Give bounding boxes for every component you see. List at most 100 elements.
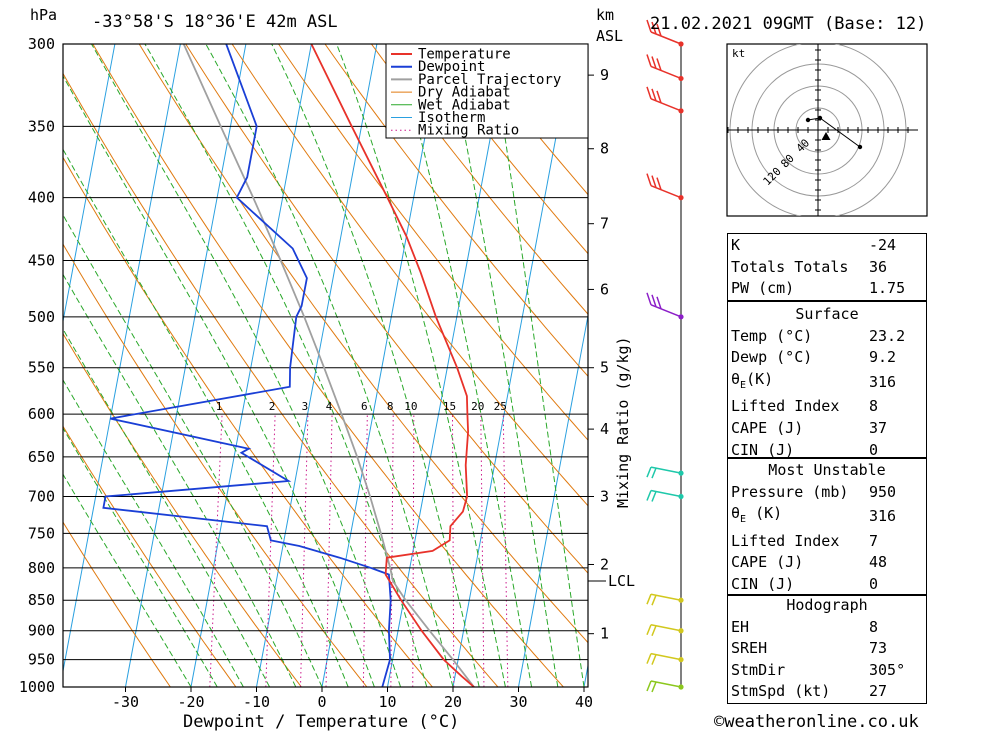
- wet-adiabat-line: [63, 75, 375, 687]
- isotherm-line: [321, 44, 443, 687]
- wind-barb-flag: [646, 19, 652, 33]
- eh-label: EH: [731, 617, 750, 636]
- pw-row: PW (cm) 1.75: [727, 278, 927, 300]
- mu-theta-label: θE (K): [731, 504, 783, 526]
- mu-li-label: Lifted Index: [731, 531, 840, 550]
- mu-cape-label: CAPE (J): [731, 553, 804, 572]
- mixing-ratio-line: [412, 414, 415, 687]
- x-axis-title: Dewpoint / Temperature (°C): [183, 712, 459, 732]
- legend-label: Temperature: [418, 47, 511, 63]
- parcel-line: [182, 44, 475, 687]
- mixing-ratio-label: 1: [216, 400, 223, 413]
- dry-adiabat-line: [417, 44, 588, 255]
- wind-barb-flag: [656, 90, 662, 104]
- mu-theta-value: 316: [869, 507, 897, 526]
- wind-barb: [646, 173, 682, 199]
- surface-cape-value: 37: [869, 418, 888, 437]
- wet-adiabat-line: [205, 44, 454, 687]
- legend-label: Parcel Trajectory: [418, 72, 561, 88]
- legend-label: Mixing Ratio: [418, 123, 519, 139]
- wind-barb: [646, 652, 682, 665]
- mixing-ratio-label: 20: [471, 400, 484, 413]
- pressure-tick-label: 350: [28, 117, 55, 135]
- mu-cin-label: CIN (J): [731, 574, 795, 593]
- pressure-tick-label: 850: [28, 591, 55, 609]
- wet-adiabat-line: [63, 427, 218, 687]
- stmdir-value: 305°: [869, 660, 906, 679]
- surface-cin-label: CIN (J): [731, 440, 795, 459]
- wet-adiabat-line: [394, 44, 533, 687]
- pressure-tick-label: 950: [28, 651, 55, 669]
- mixing-ratio-label: 6: [361, 400, 368, 413]
- km-tick-label: 4: [600, 420, 609, 438]
- wind-barb-flag: [656, 23, 662, 37]
- isotherm-line: [387, 44, 509, 687]
- mixing-ratio-label: 25: [494, 400, 507, 413]
- surface-temp-value: 23.2: [869, 326, 906, 345]
- x-tick-label: -20: [177, 693, 204, 711]
- pressure-tick-label: 450: [28, 252, 55, 270]
- wet-adiabat-line: [63, 148, 349, 687]
- legend-label: Dry Adiabat: [418, 85, 511, 101]
- wind-barb-flag: [656, 58, 662, 71]
- wind-barb: [646, 623, 682, 637]
- wind-barb: [646, 680, 682, 693]
- lcl-label: LCL: [608, 572, 635, 590]
- wind-barb: [646, 19, 682, 45]
- hodograph-point: [805, 117, 811, 123]
- mu-pressure-label: Pressure (mb): [731, 482, 849, 501]
- pressure-tick-label: 750: [28, 524, 55, 542]
- eh-value: 8: [869, 617, 879, 636]
- wind-barb-flag: [646, 490, 652, 501]
- mixing-ratio-line: [299, 414, 309, 687]
- wind-barb-flag: [651, 21, 657, 35]
- surface-box: [727, 301, 927, 458]
- isotherm-line: [190, 44, 312, 687]
- most-unstable-table: Most Unstable Pressure (mb) 950 θE (K) 316…: [727, 460, 927, 596]
- wind-barb: [646, 466, 682, 479]
- surface-theta-value: 316: [869, 372, 897, 391]
- location-title: -33°58'S 18°36'E 42m ASL: [92, 12, 338, 32]
- datetime-label: 21.02.2021 09GMT (Base: 12): [650, 14, 926, 34]
- wet-adiabat-line: [490, 44, 585, 687]
- stmdir-label: StmDir: [731, 660, 786, 679]
- mu-cape-value: 48: [869, 553, 888, 572]
- wind-barb-flag: [651, 294, 657, 308]
- km-unit-label: km: [596, 6, 614, 24]
- wind-barb-flag: [656, 296, 662, 310]
- km-tick-label: 2: [600, 555, 609, 573]
- km-tick-label: 6: [600, 280, 609, 298]
- surface-temp-label: Temp (°C): [731, 326, 813, 345]
- totals-totals-row: Totals Totals 36: [727, 257, 927, 279]
- x-tick-label: 20: [444, 693, 462, 711]
- surface-li-value: 8: [869, 397, 879, 416]
- pressure-tick-label: 800: [28, 559, 55, 577]
- most-unstable-title: Most Unstable: [768, 461, 886, 479]
- surface-theta-label: θE(K): [731, 369, 774, 391]
- x-tick-label: 40: [575, 693, 593, 711]
- isotherm-line: [452, 44, 574, 687]
- hodograph-stats-table: Hodograph EH 8 SREH 73 StmDir 305° StmSpd (…: [727, 595, 927, 703]
- totals-totals-value: 36: [869, 257, 888, 276]
- mixing-ratio-line: [451, 414, 455, 687]
- pressure-tick-label: 600: [28, 405, 55, 423]
- wind-barb-flag: [646, 680, 652, 692]
- surface-dewp-value: 9.2: [869, 348, 897, 367]
- isotherm-line: [256, 44, 378, 687]
- wind-barb-flag: [651, 88, 657, 102]
- surface-title: Surface: [795, 305, 859, 323]
- hodograph-stats-box: [727, 595, 927, 704]
- k-index-label: K: [731, 236, 741, 254]
- wind-barb-flag: [646, 292, 652, 306]
- surface-cape-label: CAPE (J): [731, 418, 804, 437]
- wind-barb-flag: [646, 653, 652, 664]
- legend-label: Dewpoint: [418, 59, 485, 75]
- hodograph-stats-title: Hodograph: [786, 596, 868, 614]
- mixing-ratio-label: 8: [387, 400, 394, 413]
- pressure-tick-label: 900: [28, 622, 55, 640]
- totals-totals-label: Totals Totals: [731, 257, 849, 276]
- wind-barb-flag: [651, 56, 657, 69]
- mixing-ratio-line: [502, 414, 509, 687]
